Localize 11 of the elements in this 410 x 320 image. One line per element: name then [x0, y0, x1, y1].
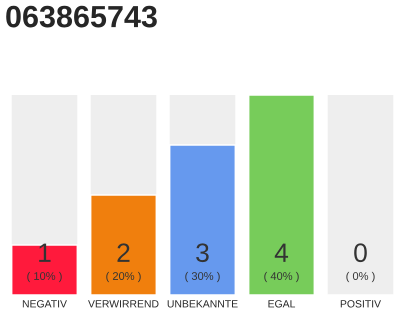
x-tick-label: VERWIRREND — [88, 300, 158, 308]
x-tick-label: NEGATIV — [22, 300, 67, 308]
data-label: 0 ( 0% ) — [346, 243, 375, 282]
x-tick-label: POSITIV — [340, 300, 382, 308]
x-tick-label: EGAL — [268, 300, 296, 308]
data-label: 2 ( 20% ) — [106, 243, 141, 282]
data-label: 4 ( 40% ) — [264, 244, 299, 282]
data-label: 1 ( 10% ) — [27, 244, 62, 282]
x-tick-label: UNBEKANNTE — [168, 300, 238, 308]
data-label: 3 ( 30% ) — [185, 243, 220, 282]
chart-title: 063865743 — [6, 6, 157, 28]
